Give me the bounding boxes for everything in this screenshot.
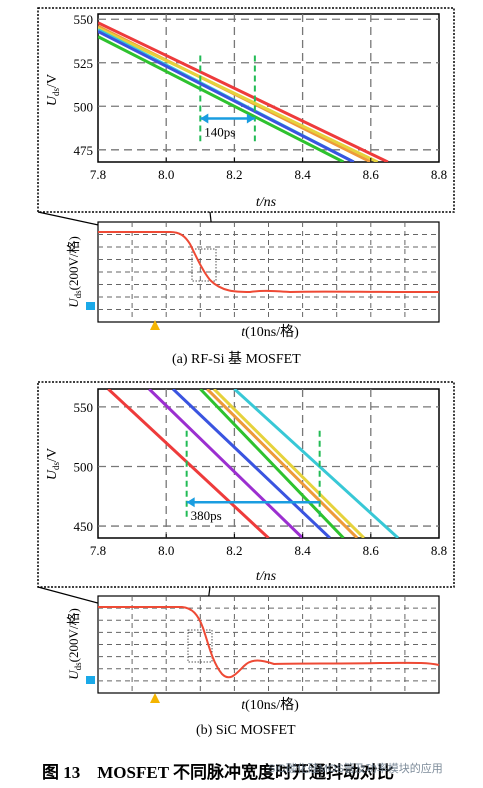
x-tick-label: 8.0	[158, 543, 174, 558]
x-tick-label: 8.4	[294, 543, 311, 558]
y-tick-label: 475	[74, 143, 94, 158]
zoom-ticks-a: 7.8 8.0 8.2 8.4 8.6 8.8 475 500 525 550	[74, 12, 448, 182]
series-line-1	[107, 389, 270, 538]
zoom-xlabel-a: t/ns	[256, 195, 277, 210]
series-line-1	[98, 21, 389, 162]
series-line-5	[206, 389, 359, 538]
overview-xlabel-b: t(10ns/格)	[241, 697, 299, 713]
delay-arrow-b	[186, 497, 320, 508]
y-tick-label: 500	[74, 99, 94, 114]
x-tick-label: 8.8	[431, 167, 447, 182]
y-tick-label: 500	[74, 459, 94, 474]
series-line-3	[171, 389, 331, 538]
overview-grid-b	[98, 596, 439, 693]
y-tick-label: 550	[74, 12, 94, 27]
overview-ylabel-a: Uds(200V/格)	[66, 236, 83, 308]
delay-label-b: 380ps	[191, 508, 222, 523]
x-tick-label: 7.8	[90, 167, 106, 182]
zoom-ticks-b: 7.8 8.0 8.2 8.4 8.6 8.8 450 500 550	[74, 400, 448, 558]
delay-label-a: 140ps	[204, 124, 235, 139]
zoom-plot-frame-b	[97, 388, 440, 539]
y-tick-label: 525	[74, 56, 94, 71]
x-tick-label: 8.8	[431, 543, 447, 558]
ground-marker-b	[86, 676, 95, 684]
series-line-2	[148, 389, 304, 538]
x-tick-label: 8.6	[363, 543, 380, 558]
zoom-callout-box-a	[37, 7, 455, 213]
series-line-6	[98, 35, 345, 162]
zoom-plot-frame-a	[97, 13, 440, 163]
figure-title: 图 13 MOSFET 不同脉冲宽度时开通抖动对比	[42, 763, 394, 782]
y-tick-label: 550	[74, 400, 94, 415]
x-tick-label: 8.4	[294, 167, 311, 182]
zoom-series-a	[98, 21, 389, 162]
x-tick-label: 8.0	[158, 167, 174, 182]
x-tick-label: 8.2	[226, 543, 242, 558]
zoom-xlabel-b: t/ns	[256, 569, 277, 584]
trigger-marker-b	[150, 693, 160, 703]
x-tick-label: 8.2	[226, 167, 242, 182]
overview-zoom-window-b	[187, 629, 213, 663]
zoom-ylabel-b: Uds/V	[45, 448, 61, 480]
x-tick-label: 7.8	[90, 543, 106, 558]
series-line-7	[233, 389, 400, 538]
overview-grid-a	[98, 222, 439, 322]
series-line-5	[98, 30, 355, 162]
overview-xlabel-a: t(10ns/格)	[241, 324, 299, 340]
overview-zoom-window-a	[191, 248, 217, 282]
zoom-callout-box-b	[37, 381, 455, 588]
overview-waveform-b	[98, 606, 440, 679]
caption-b: (b) SiC MOSFET	[196, 723, 296, 738]
overview-waveform-a	[98, 231, 439, 294]
y-tick-label: 450	[74, 519, 94, 534]
delay-arrow-a	[200, 113, 255, 124]
zoom-ylabel-a: Uds/V	[45, 74, 61, 106]
caption-a: (a) RF-Si 基 MOSFET	[172, 352, 301, 367]
overview-ylabel-b: Uds(200V/格)	[66, 608, 83, 680]
arrow-head	[186, 497, 195, 508]
series-line-3	[98, 26, 379, 162]
watermark-text: SiC碳化硅MOS管及功率模块的应用	[268, 763, 443, 775]
ground-marker-a	[86, 302, 95, 310]
series-line-6	[212, 389, 366, 538]
trigger-marker-a	[150, 320, 160, 330]
arrow-head	[200, 113, 209, 124]
zoom-series-b	[107, 389, 400, 538]
arrow-head	[246, 113, 255, 124]
x-tick-label: 8.6	[363, 167, 380, 182]
